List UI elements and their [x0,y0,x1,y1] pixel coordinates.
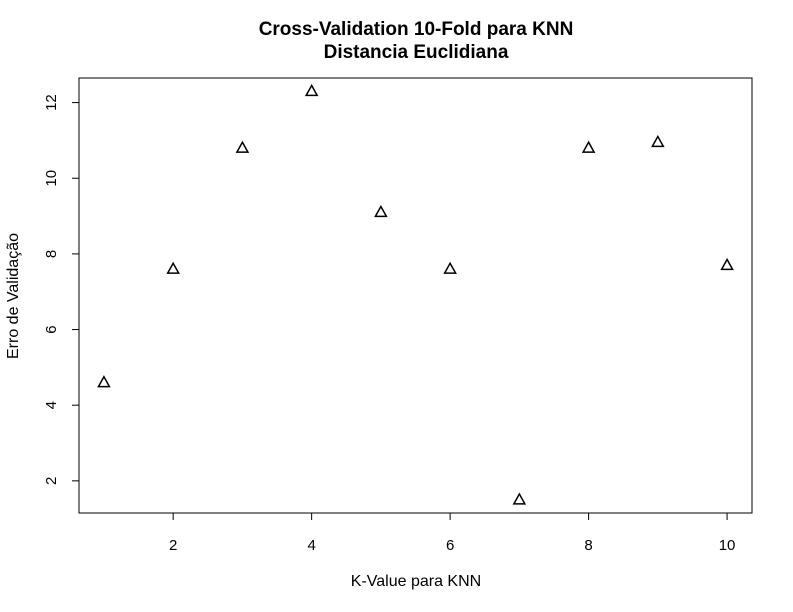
x-tick-label: 8 [584,537,592,554]
x-tick-label: 6 [446,537,454,554]
y-axis: 2 4 6 8 10 12 [43,94,80,485]
y-tick-label: 10 [43,170,60,187]
data-point [720,257,734,271]
y-axis-title: Erro de Validação [5,233,22,359]
y-tick-label: 4 [43,401,60,409]
data-point [512,492,527,505]
data-points [97,83,734,505]
data-point [581,140,596,153]
x-axis-title: K-Value para KNN [351,573,481,590]
data-point [443,261,457,274]
data-point [304,83,319,97]
chart-title: Cross-Validation 10-Fold para KNN [259,19,574,40]
y-tick-label: 6 [43,325,60,333]
data-point [166,261,180,274]
data-point [374,204,388,218]
x-axis: 2 4 6 8 10 [169,512,736,554]
data-point [97,375,111,388]
x-tick-label: 10 [719,537,736,554]
y-tick-label: 2 [43,477,60,485]
x-tick-label: 2 [169,537,177,554]
y-tick-label: 8 [43,250,60,258]
x-tick-label: 4 [307,537,315,554]
chart-subtitle: Distancia Euclidiana [324,42,509,63]
data-point [235,140,250,153]
y-tick-label: 12 [43,94,60,111]
data-point [651,134,665,148]
plot-area [78,77,753,514]
